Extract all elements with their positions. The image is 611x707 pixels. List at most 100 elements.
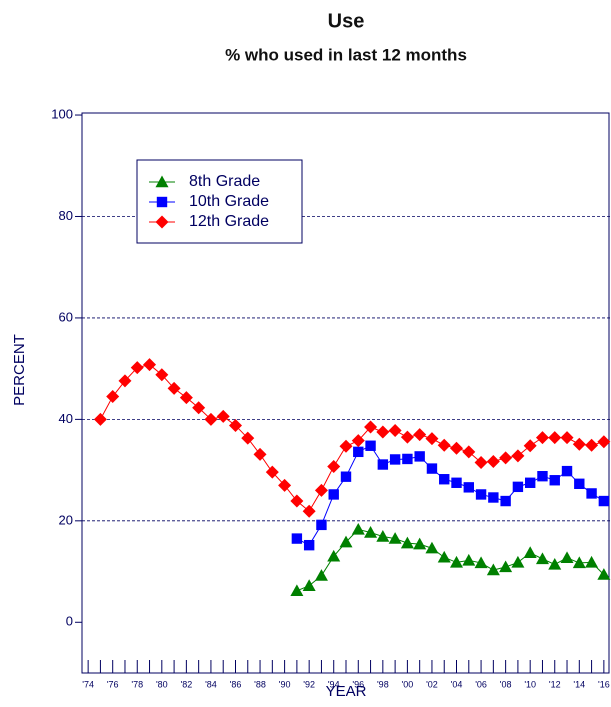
marker bbox=[572, 556, 586, 569]
marker bbox=[560, 431, 574, 445]
marker bbox=[93, 412, 107, 426]
marker bbox=[340, 471, 352, 482]
marker bbox=[425, 432, 439, 446]
marker bbox=[413, 428, 427, 442]
marker bbox=[400, 430, 414, 444]
marker bbox=[339, 439, 353, 453]
y-tick-label: 100 bbox=[51, 106, 73, 121]
marker bbox=[597, 435, 611, 449]
marker bbox=[339, 535, 353, 548]
legend-label: 8th Grade bbox=[189, 173, 260, 190]
marker bbox=[512, 481, 524, 493]
marker bbox=[572, 437, 586, 451]
marker bbox=[365, 440, 376, 451]
marker bbox=[303, 539, 315, 551]
y-tick-label: 20 bbox=[59, 512, 73, 527]
marker bbox=[585, 438, 599, 452]
marker bbox=[167, 381, 181, 395]
marker bbox=[549, 475, 560, 486]
marker bbox=[535, 431, 549, 445]
marker bbox=[327, 549, 341, 562]
marker bbox=[402, 453, 413, 465]
legend-label: 10th Grade bbox=[189, 193, 269, 210]
marker bbox=[155, 175, 169, 188]
marker bbox=[291, 533, 303, 544]
x-tick-label: '88 bbox=[254, 679, 266, 689]
marker bbox=[597, 568, 611, 580]
marker bbox=[585, 555, 599, 568]
marker bbox=[364, 420, 378, 434]
marker bbox=[314, 483, 328, 497]
marker bbox=[561, 465, 573, 477]
x-tick-label: '14 bbox=[573, 679, 585, 689]
marker bbox=[586, 488, 597, 499]
marker bbox=[302, 504, 316, 518]
marker bbox=[425, 541, 439, 554]
marker bbox=[130, 361, 144, 375]
marker bbox=[328, 489, 339, 500]
y-tick-label: 40 bbox=[59, 411, 73, 426]
marker bbox=[439, 474, 450, 485]
marker bbox=[302, 579, 316, 591]
marker bbox=[500, 495, 511, 507]
x-tick-label: '80 bbox=[156, 679, 168, 689]
x-tick-label: '86 bbox=[230, 679, 242, 689]
marker bbox=[155, 215, 169, 229]
marker bbox=[353, 446, 364, 458]
marker bbox=[388, 424, 402, 438]
marker bbox=[278, 478, 292, 492]
marker bbox=[450, 555, 464, 568]
marker bbox=[327, 460, 341, 474]
series-line bbox=[296, 528, 605, 592]
marker bbox=[523, 439, 537, 453]
x-tick-label: '92 bbox=[303, 679, 315, 689]
marker bbox=[388, 532, 402, 544]
marker bbox=[488, 492, 499, 503]
marker bbox=[548, 557, 562, 570]
chart-subtitle: % who used in last 12 months bbox=[225, 45, 467, 64]
marker bbox=[499, 451, 513, 465]
marker bbox=[155, 368, 169, 382]
x-tick-label: '10 bbox=[524, 679, 536, 689]
marker bbox=[437, 438, 451, 452]
marker bbox=[462, 445, 476, 459]
marker bbox=[499, 560, 513, 573]
marker bbox=[118, 374, 132, 388]
marker bbox=[463, 482, 474, 493]
marker bbox=[451, 477, 462, 488]
marker bbox=[486, 454, 500, 468]
marker bbox=[486, 563, 500, 576]
marker bbox=[351, 522, 365, 535]
marker bbox=[474, 556, 488, 569]
marker bbox=[548, 431, 562, 445]
x-tick-label: '08 bbox=[500, 679, 512, 689]
marker bbox=[228, 418, 242, 432]
marker bbox=[204, 412, 218, 426]
x-axis-label: YEAR bbox=[326, 683, 367, 700]
marker bbox=[316, 519, 327, 531]
marker bbox=[364, 525, 378, 538]
marker bbox=[389, 454, 401, 465]
x-tick-label: '12 bbox=[549, 679, 561, 689]
x-tick-label: '02 bbox=[426, 679, 438, 689]
marker bbox=[290, 494, 304, 508]
x-tick-label: '04 bbox=[451, 679, 463, 689]
marker bbox=[524, 477, 536, 488]
marker bbox=[179, 391, 193, 405]
marker bbox=[426, 463, 438, 474]
x-tick-label: '16 bbox=[598, 679, 610, 689]
marker bbox=[475, 489, 487, 500]
marker bbox=[413, 537, 427, 550]
y-tick-label: 80 bbox=[59, 208, 73, 223]
marker bbox=[253, 447, 267, 461]
legend-label: 12th Grade bbox=[189, 213, 269, 230]
x-tick-label: '90 bbox=[279, 679, 291, 689]
x-tick-label: '84 bbox=[205, 679, 217, 689]
marker bbox=[106, 390, 120, 404]
marker bbox=[598, 495, 610, 507]
marker bbox=[216, 409, 230, 423]
marker bbox=[437, 550, 451, 563]
x-tick-label: '94 bbox=[328, 679, 340, 689]
marker bbox=[376, 530, 390, 542]
